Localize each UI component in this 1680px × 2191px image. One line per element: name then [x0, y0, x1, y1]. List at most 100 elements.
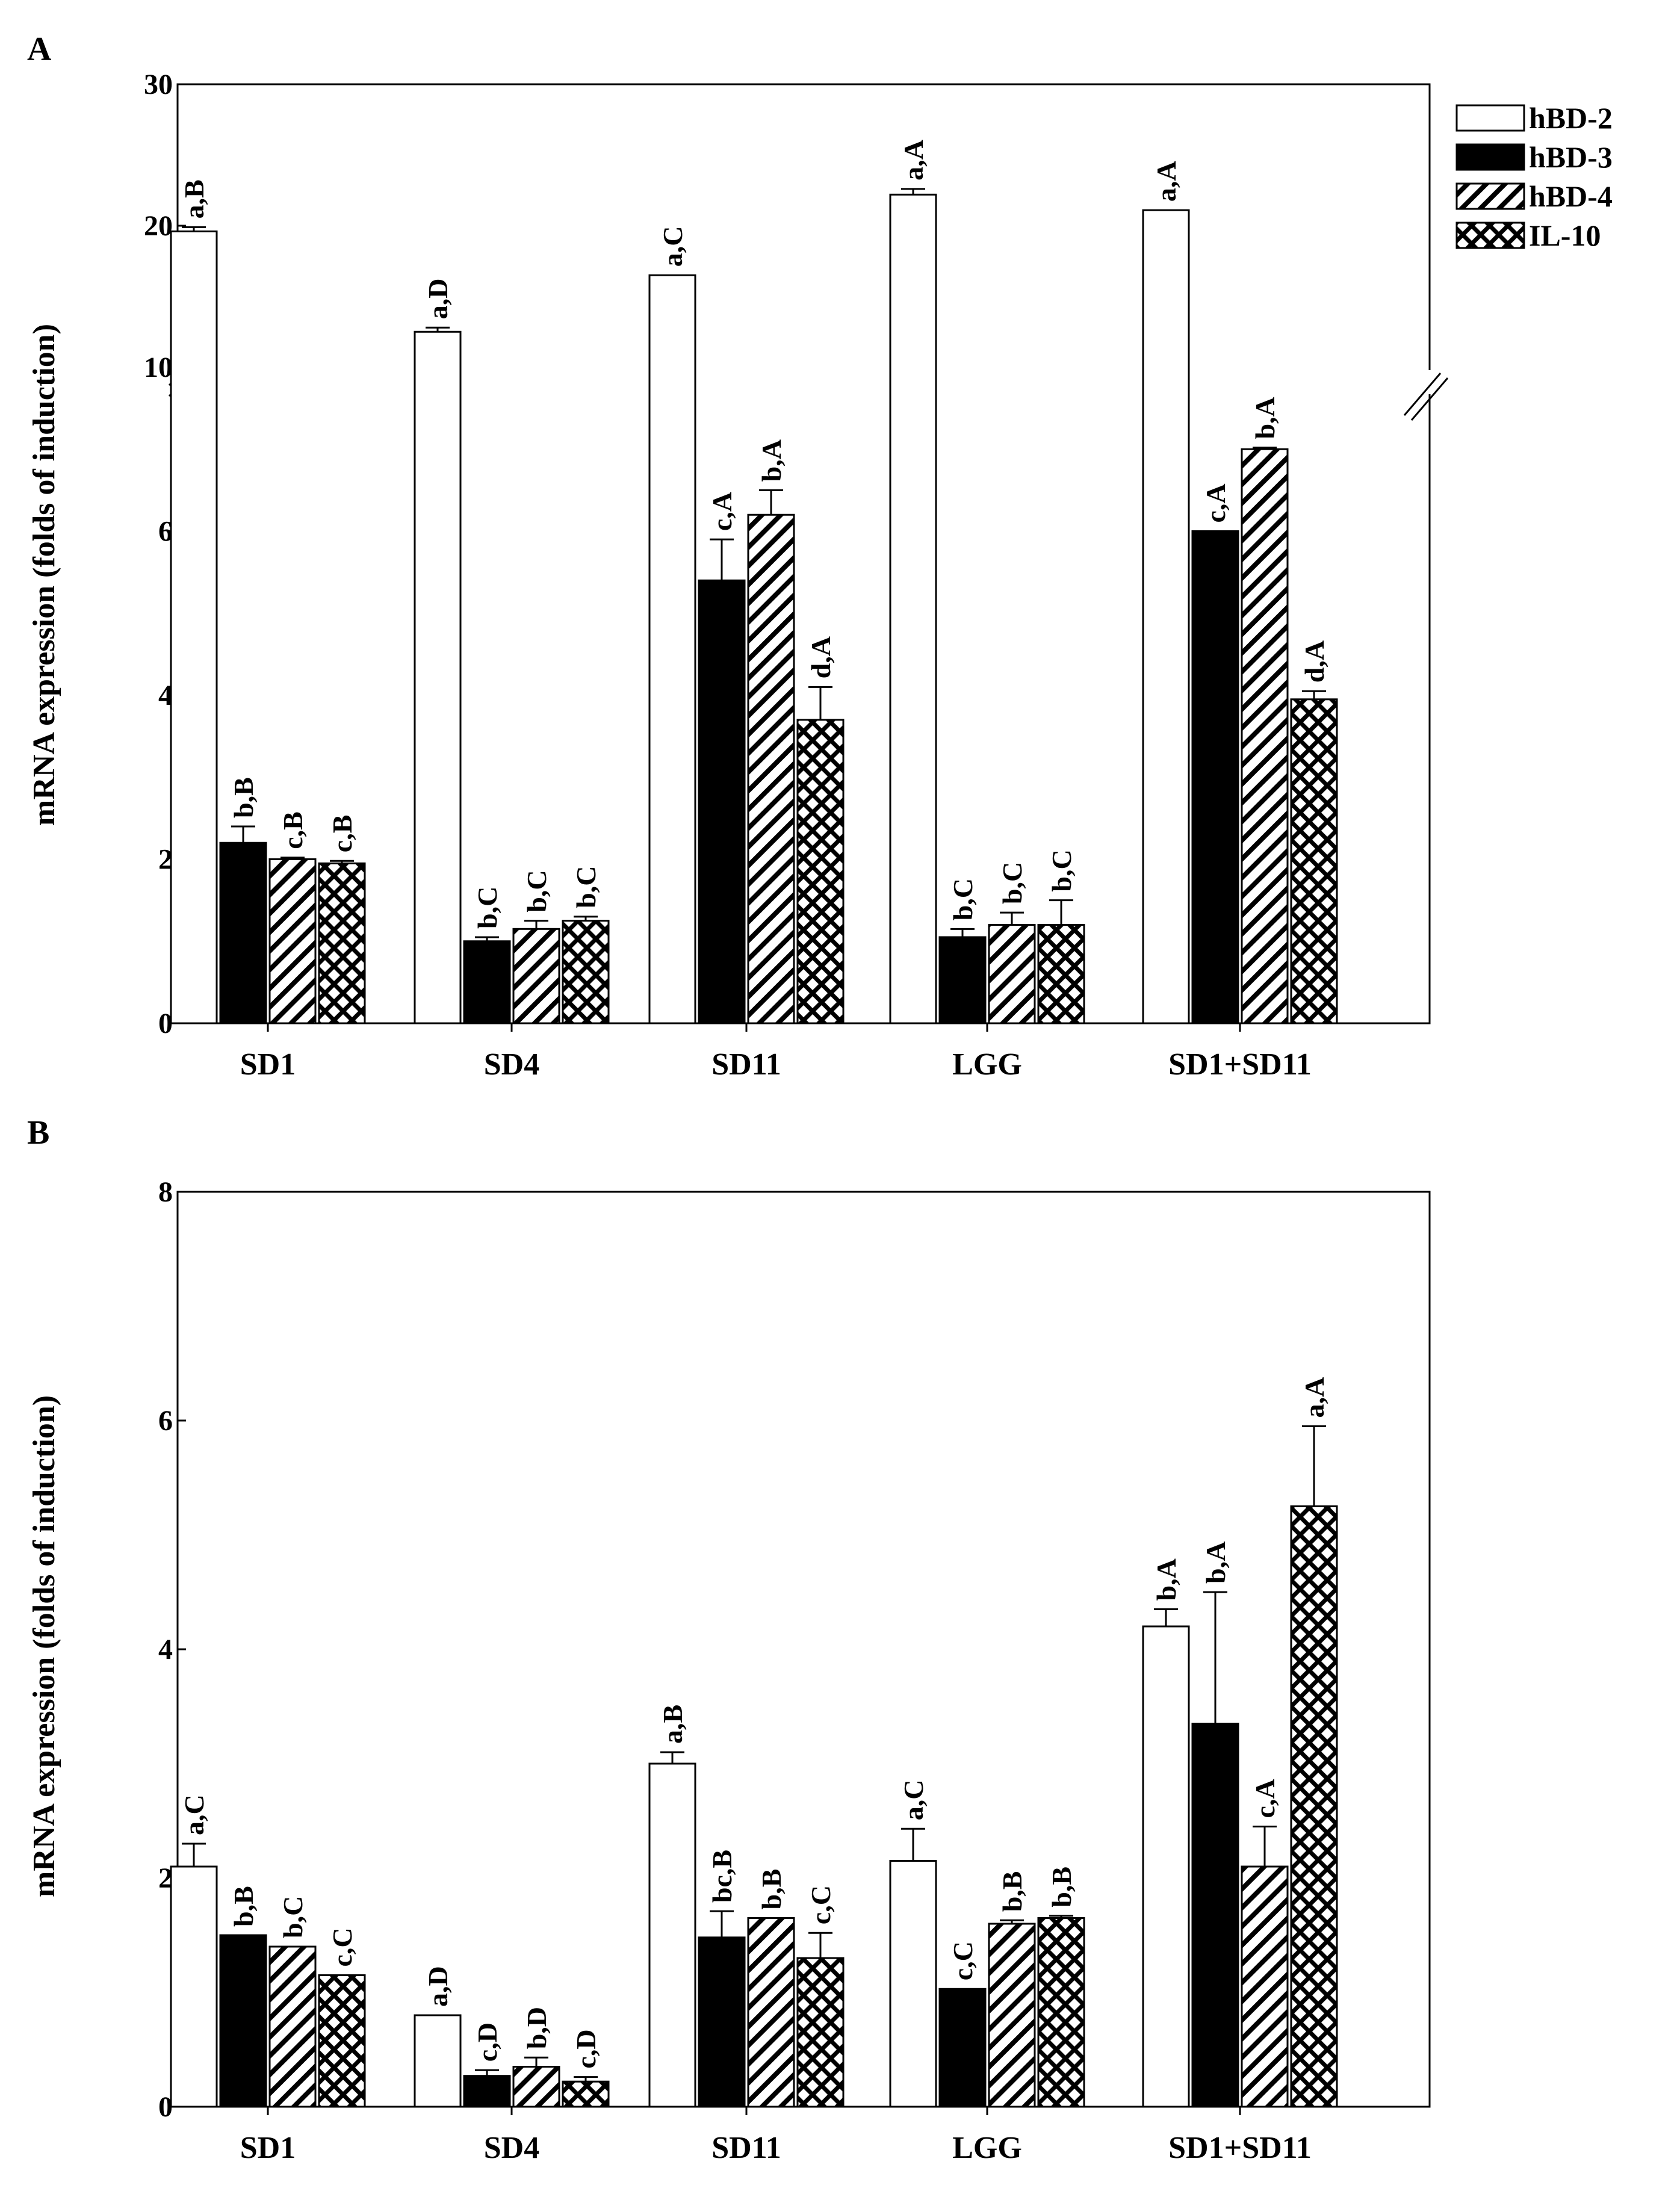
legend-swatch-hbd-2: [1455, 104, 1525, 132]
bar-significance-label: b,A: [1151, 1558, 1182, 1601]
bar-il-10-sd1: [318, 862, 366, 1024]
bar-il-10-sd1-sd11: [1290, 1505, 1338, 2108]
bar-hbd-3-sd4: [463, 940, 511, 1024]
bar-il-10-sd4: [562, 2080, 610, 2108]
bar-significance-label: c,B: [277, 811, 308, 849]
y-tick-label-b: 4: [158, 1634, 173, 1666]
bar-hbd-3-lgg: [938, 1988, 987, 2108]
bar-significance-label: b,B: [228, 1886, 259, 1927]
bar-il-10-sd11: [796, 1957, 845, 2108]
y-tick-label-b: 8: [158, 1176, 173, 1208]
bar-significance-label: a,C: [657, 226, 688, 267]
bar-significance-label: c,D: [472, 2022, 503, 2062]
bar-significance-label: b,C: [947, 878, 978, 920]
bar-significance-label: bc,B: [707, 1850, 737, 1903]
bar-significance-label: d,A: [805, 636, 836, 678]
bar-significance-label: b,B: [756, 1869, 787, 1910]
bar-significance-label: a,A: [1151, 161, 1182, 202]
x-category-label: SD1+SD11: [1168, 1047, 1312, 1082]
legend-swatch-hbd-4: [1455, 182, 1525, 210]
bar-hbd-2-sd1-sd11: [1142, 1625, 1190, 2108]
bar-hbd-3-sd1-sd11: [1191, 1723, 1239, 2108]
bar-hbd-2-sd11: [648, 1762, 696, 2108]
bar-significance-label: b,A: [756, 439, 787, 482]
bar-hbd-4-sd1-sd11: [1241, 448, 1289, 1024]
bar-significance-label: b,A: [1250, 397, 1280, 439]
x-category-label: SD1+SD11: [1168, 2131, 1312, 2165]
legend-swatch-il-10: [1455, 222, 1525, 249]
bar-significance-label: b,B: [228, 777, 259, 818]
y-tick-label-b: 6: [158, 1405, 173, 1437]
bar-significance-label: c,C: [947, 1941, 978, 1980]
x-category-label: SD11: [711, 1047, 781, 1082]
legend: hBD-2 hBD-3 hBD-4 IL-10: [1455, 101, 1613, 252]
bar-significance-label: c,A: [707, 492, 737, 531]
bar-significance-label: a,B: [179, 179, 209, 218]
axis-break-mark-right-1: [1403, 373, 1442, 416]
x-category-label: SD11: [711, 2131, 781, 2165]
bar-hbd-4-lgg: [988, 1923, 1036, 2108]
bar-significance-label: d,A: [1299, 640, 1330, 683]
y-tick-label-a: 30: [144, 69, 173, 101]
bar-il-10-sd11: [796, 719, 845, 1024]
y-tick-label-a: 20: [144, 210, 173, 242]
legend-label-hbd-2: hBD-2: [1529, 101, 1613, 135]
bar-significance-label: c,C: [327, 1927, 358, 1966]
bar-significance-label: b,B: [997, 1871, 1028, 1912]
bar-significance-label: b,C: [997, 862, 1028, 904]
legend-label-hbd-4: hBD-4: [1529, 179, 1613, 213]
y-axis-label-b: mRNA expression (folds of induction): [27, 1395, 61, 1897]
bar-hbd-4-sd11: [747, 1917, 795, 2108]
x-category-label: SD4: [484, 1047, 539, 1082]
bar-significance-label: c,C: [805, 1885, 836, 1924]
bar-significance-label: b,C: [472, 887, 503, 929]
x-category-label: SD4: [484, 2131, 539, 2165]
bar-significance-label: c,B: [327, 815, 358, 853]
bar-hbd-3-sd1: [219, 1934, 267, 2108]
bar-hbd-3-sd1: [219, 841, 267, 1024]
bar-hbd-2-sd11: [648, 274, 696, 1024]
x-category-label: SD1: [240, 1047, 296, 1082]
bar-significance-label: b,D: [521, 2007, 552, 2049]
bar-il-10-sd1-sd11: [1290, 698, 1338, 1024]
bar-il-10-sd4: [562, 920, 610, 1024]
x-category-label: LGG: [952, 1047, 1022, 1082]
bar-significance-label: b,C: [277, 1896, 308, 1938]
bar-il-10-sd1: [318, 1974, 366, 2108]
bar-hbd-2-lgg: [889, 1860, 937, 2108]
bar-hbd-2-sd1-sd11: [1142, 209, 1190, 1024]
x-category-label: LGG: [952, 2131, 1022, 2165]
bar-significance-label: a,A: [1299, 1377, 1330, 1418]
bar-hbd-3-sd11: [698, 1936, 746, 2108]
bar-significance-label: c,A: [1250, 1779, 1280, 1818]
bar-hbd-3-lgg: [938, 936, 987, 1024]
legend-label-il-10: IL-10: [1529, 218, 1601, 252]
bar-significance-label: a,C: [898, 1780, 929, 1821]
bar-significance-label: b,C: [521, 870, 552, 912]
bar-hbd-4-sd1-sd11: [1241, 1865, 1289, 2108]
bar-significance-label: a,A: [898, 140, 929, 181]
y-axis-label-a: mRNA expression (folds of induction): [27, 324, 61, 826]
x-category-label: SD1: [240, 2131, 296, 2165]
bar-hbd-4-sd4: [512, 2066, 560, 2108]
bar-hbd-4-sd1: [268, 858, 317, 1024]
y-tick-label-a: 10: [144, 352, 173, 383]
bar-hbd-2-sd4: [414, 330, 462, 1024]
bar-il-10-lgg: [1037, 924, 1085, 1024]
bar-hbd-2-sd4: [414, 2014, 462, 2108]
legend-label-hbd-3: hBD-3: [1529, 140, 1613, 174]
panel-label-a: A: [27, 31, 52, 68]
bar-hbd-3-sd1-sd11: [1191, 530, 1239, 1024]
bar-hbd-2-lgg: [889, 193, 937, 1024]
bar-il-10-lgg: [1037, 1917, 1085, 2108]
bar-hbd-4-sd1: [268, 1945, 317, 2108]
bar-significance-label: b,B: [1046, 1867, 1077, 1907]
bar-significance-label: c,A: [1200, 483, 1231, 522]
bar-hbd-4-sd4: [512, 928, 560, 1024]
bar-significance-label: b,A: [1200, 1542, 1231, 1584]
bar-hbd-2-sd1: [170, 230, 218, 1024]
bar-significance-label: c,D: [571, 2029, 601, 2068]
